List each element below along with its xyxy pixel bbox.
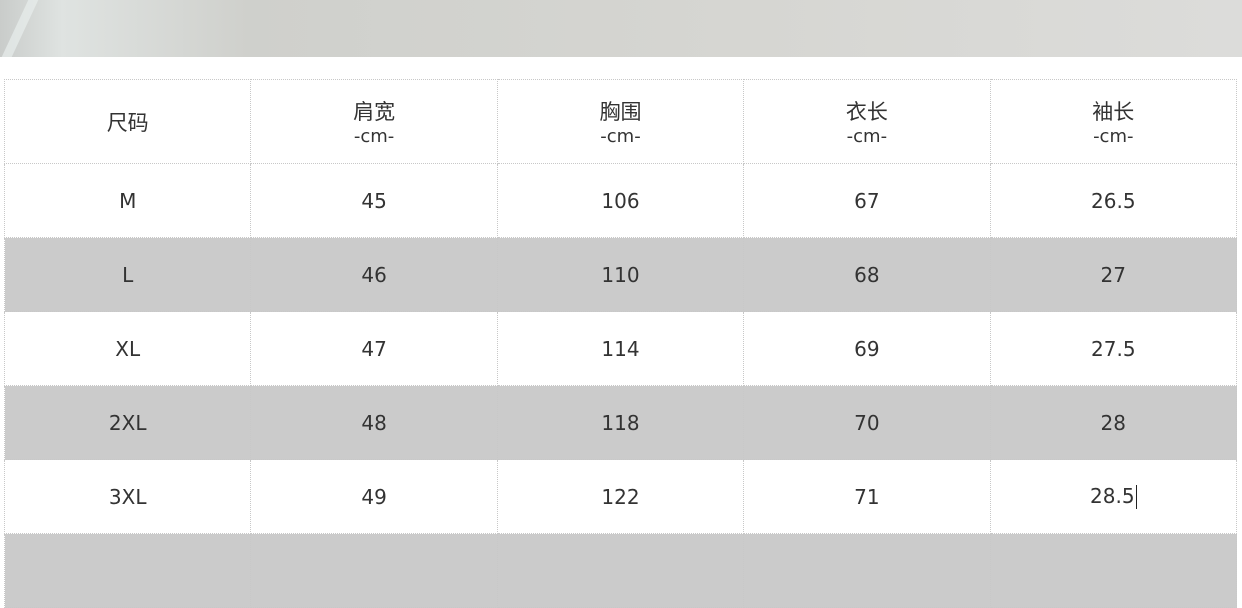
cell-value: 67: [854, 188, 880, 213]
table-cell: M: [3, 163, 252, 238]
cell-value: 47: [361, 336, 387, 361]
header-size: 尺码: [3, 79, 252, 164]
cell-value: 45: [361, 188, 387, 213]
cell-value: 27: [1100, 262, 1126, 287]
size-chart-table: 尺码 肩宽 -cm- 胸围 -cm- 衣长 -cm- 袖长 -cm- M 45 106 67 2…: [3, 79, 1238, 608]
table-cell: 27.5: [989, 311, 1238, 386]
cell-value: 49: [361, 484, 387, 509]
cell-value: 2XL: [108, 410, 147, 435]
cell-value: 118: [601, 410, 640, 435]
table-cell: XL: [3, 311, 252, 386]
cell-value: L: [122, 262, 134, 287]
cell-value: 70: [854, 410, 880, 435]
table-cell: 71: [743, 459, 991, 534]
photo-detail: [1, 0, 39, 57]
header-label: 尺码: [106, 110, 149, 135]
table-cell: 46: [250, 237, 498, 312]
cell-value: 71: [854, 484, 880, 509]
table-cell: 26.5: [989, 163, 1238, 238]
header-label: 肩宽: [353, 99, 396, 124]
cell-value: 46: [361, 262, 387, 287]
cell-value: 28: [1100, 410, 1126, 435]
table-cell: [250, 533, 498, 608]
table-cell: 70: [743, 385, 991, 460]
cell-value: 28.5: [1090, 483, 1135, 508]
cell-value: M: [119, 188, 137, 213]
table-cell: [989, 533, 1238, 608]
table-cell: 67: [743, 163, 991, 238]
header-label: 衣长: [845, 99, 888, 124]
table-cell: 68: [743, 237, 991, 312]
table-cell: [3, 533, 252, 608]
table-cell: 49: [250, 459, 498, 534]
cell-value: 114: [601, 336, 640, 361]
header-unit: -cm-: [846, 125, 888, 147]
cell-value: 122: [601, 484, 640, 509]
header-chest: 胸围 -cm-: [496, 79, 745, 164]
header-label: 胸围: [599, 99, 642, 124]
cell-value: 69: [854, 336, 880, 361]
cell-value: 110: [601, 262, 640, 287]
table-cell: 114: [496, 311, 745, 386]
table-cell: L: [3, 237, 252, 312]
header-row: 尺码 肩宽 -cm- 胸围 -cm- 衣长 -cm- 袖长 -cm-: [3, 79, 1238, 164]
table-cell: 45: [250, 163, 498, 238]
text-cursor: [1135, 485, 1137, 510]
table-row: 3XL 49 122 71 28.5: [3, 459, 1238, 534]
cell-value: 68: [854, 262, 880, 287]
table-cell: [496, 533, 745, 608]
header-shoulder: 肩宽 -cm-: [250, 79, 498, 164]
header-label: 袖长: [1092, 99, 1135, 124]
header-unit: -cm-: [600, 125, 641, 147]
table-cell: 28.5: [989, 459, 1238, 534]
table-row: XL 47 114 69 27.5: [3, 311, 1238, 386]
table-row: M 45 106 67 26.5: [3, 163, 1238, 238]
table-cell: 106: [496, 163, 745, 238]
header-unit: -cm-: [1093, 125, 1134, 147]
table-cell: 2XL: [3, 385, 252, 460]
header-length: 衣长 -cm-: [743, 79, 991, 164]
table-cell: 122: [496, 459, 745, 534]
table-cell: 110: [496, 237, 745, 312]
table-cell: 27: [989, 237, 1238, 312]
cell-value: 3XL: [108, 484, 147, 509]
header-sleeve: 袖长 -cm-: [989, 79, 1238, 164]
table-cell: 48: [250, 385, 498, 460]
table-row: [3, 533, 1238, 608]
table-cell: 3XL: [3, 459, 252, 534]
product-photo-banner: [0, 0, 1242, 57]
cell-value: 27.5: [1091, 336, 1136, 361]
cell-value: 26.5: [1091, 188, 1136, 213]
table-cell: 118: [496, 385, 745, 460]
table-row: 2XL 48 118 70 28: [3, 385, 1238, 460]
table-cell: 69: [743, 311, 991, 386]
cell-value: 106: [601, 188, 640, 213]
table-cell: [743, 533, 991, 608]
table-row: L 46 110 68 27: [3, 237, 1238, 312]
cell-value: 48: [361, 410, 387, 435]
table-cell: 28: [989, 385, 1238, 460]
cell-value: XL: [115, 336, 141, 361]
header-unit: -cm-: [353, 125, 395, 147]
table-cell: 47: [250, 311, 498, 386]
